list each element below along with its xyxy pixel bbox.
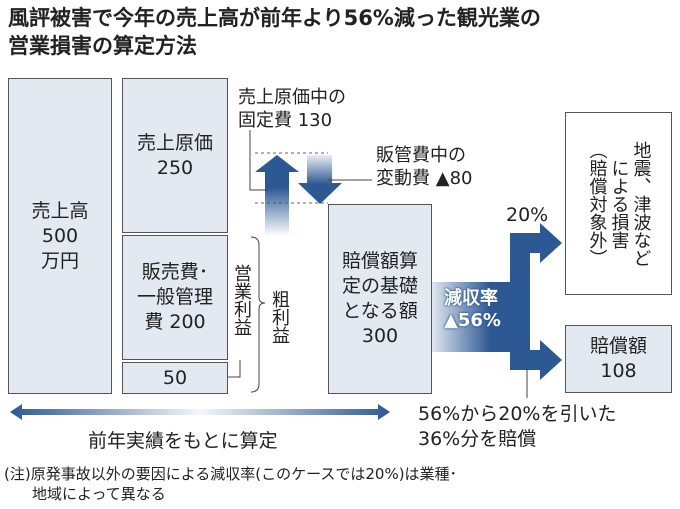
variable-cost-line-2: 変動費 ▲80 (376, 168, 473, 189)
sga-line-3: 費 200 (144, 311, 206, 333)
title-line-1: 風評被害で今年の売上高が前年より56%減った観光業の (8, 6, 541, 30)
excluded-line-3: （賠償対象外） (586, 140, 608, 267)
decline-rate-text: 減収率 (444, 288, 498, 309)
base-line-1: 賠償額算 (341, 250, 418, 272)
fixed-cost-line-2: 固定費 130 (238, 110, 333, 131)
variable-cost-line-1: 販管費中の (376, 145, 466, 166)
rate-20-label: 20% (506, 204, 549, 226)
sga-line-1: 販売費･ (141, 261, 209, 283)
fixed-cost-leader (249, 130, 268, 191)
title-line-2: 営業損害の算定方法 (8, 34, 197, 58)
excluded-line-1: 地震、津波など (630, 140, 652, 267)
base-amount-box: 賠償額算 定の基礎 となる額 300 (328, 204, 432, 394)
operating-profit-value: 50 (162, 366, 188, 389)
sales-unit: 万円 (40, 249, 79, 272)
sales-label: 売上高 (31, 199, 89, 222)
cost-of-sales-label: 売上原価 (136, 131, 213, 154)
gross-profit-brace (250, 236, 266, 393)
compensation-note-line-2: 36%分を賠償 (418, 428, 537, 450)
down-arrow (298, 155, 342, 204)
sales-box: 売上高 500 万円 (8, 78, 112, 394)
operating-profit-box: 50 (122, 362, 228, 394)
footnote-line-1: (注)原発事故以外の要因による減収率(このケースでは20%)は業種･ (4, 465, 458, 483)
base-value: 300 (361, 325, 399, 347)
fixed-cost-label: 売上原価中の 固定費 130 (238, 86, 346, 132)
compensation-note-line-1: 56%から20%を引いた (418, 403, 617, 425)
excluded-text: 地震、津波など による損害 （賠償対象外） (586, 141, 652, 267)
diagram-title: 風評被害で今年の売上高が前年より56%減った観光業の 営業損害の算定方法 (8, 4, 541, 60)
operating-profit-label: 営業利益 (231, 264, 252, 336)
footnote: (注)原発事故以外の要因による減収率(このケースでは20%)は業種･ 地域によっ… (4, 464, 457, 504)
compensation-box: 賠償額 108 (565, 325, 672, 393)
decline-rate-label: 減収率 ▲56% (444, 288, 501, 332)
prior-year-label: 前年実績をもとに算定 (88, 430, 278, 452)
sga-box: 販売費･ 一般管理 費 200 (122, 235, 228, 360)
gross-profit-label: 粗利益 (269, 290, 290, 344)
fixed-cost-line-1: 売上原価中の (238, 87, 346, 108)
excluded-damage-box: 地震、津波など による損害 （賠償対象外） (565, 112, 672, 295)
variable-cost-label: 販管費中の 変動費 ▲80 (376, 144, 472, 190)
cost-of-sales-value: 250 (156, 156, 194, 179)
decline-rate-value: ▲56% (444, 310, 501, 331)
cost-of-sales-box: 売上原価 250 (122, 78, 228, 233)
compensation-value: 108 (600, 360, 637, 382)
base-line-2: 定の基礎 (341, 275, 418, 297)
up-arrow (255, 155, 299, 236)
sga-line-2: 一般管理 (136, 286, 213, 308)
base-line-3: となる額 (342, 300, 418, 322)
operating-profit-leader (228, 360, 241, 378)
split-arrow (432, 223, 562, 380)
footnote-line-2: 地域によって異なる (32, 485, 166, 503)
compensation-note: 56%から20%を引いた 36%分を賠償 (418, 402, 616, 452)
compensation-label: 賠償額 (589, 335, 647, 357)
sales-value: 500 (41, 224, 79, 247)
prior-year-double-arrow (10, 404, 390, 420)
excluded-line-2: による損害 (608, 158, 630, 249)
